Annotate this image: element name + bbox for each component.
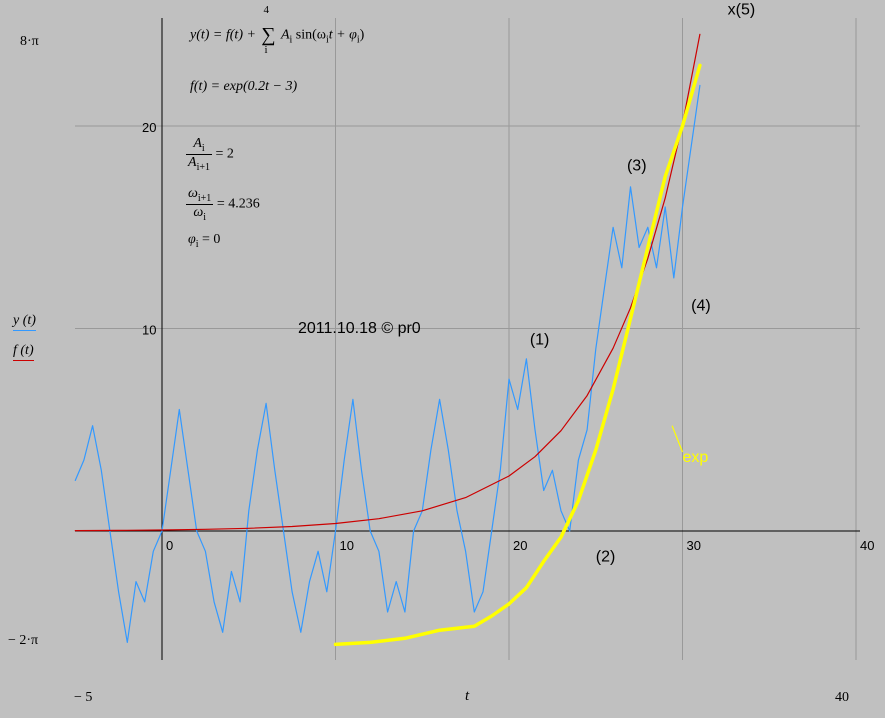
x-tick-label-3: 30 xyxy=(687,538,701,553)
y-tick-label-0: 10 xyxy=(142,323,156,338)
tick-labels: 0 10 20 30 40 10 20 xyxy=(142,120,874,553)
x-tick-label-1: 10 xyxy=(340,538,354,553)
annotation-1: (2) xyxy=(596,548,616,565)
formula-phase: φi = 0 xyxy=(188,232,221,250)
y-min-label: − 2·π xyxy=(8,633,39,648)
annotation-2: (3) xyxy=(627,158,647,175)
y-tick-label-1: 20 xyxy=(142,120,156,135)
annotation-4: x(5) xyxy=(728,2,756,19)
formula-y: y(t) = f(t) + 4 ∑ i Ai sin(ωit + φi) xyxy=(190,4,365,56)
series-line-1 xyxy=(74,33,701,532)
annotation-3: (4) xyxy=(691,297,711,314)
annotations-layer: (1) (2) (3) (4) x(5) exp xyxy=(530,2,755,566)
x-max-label: 40 xyxy=(835,690,849,705)
y-max-label: 8·π xyxy=(20,34,39,49)
annotation-5: exp xyxy=(683,449,709,466)
formula-f: f(t) = exp(0.2t − 3) xyxy=(190,79,298,94)
legend-f: f (t) xyxy=(13,343,34,361)
series-line-2 xyxy=(333,63,702,647)
exp-pointer xyxy=(671,425,684,453)
formula-amplitude-ratio: Ai Ai+1 = 2 xyxy=(186,136,234,173)
watermark: 2011.10.18 © pr0 xyxy=(298,320,421,337)
axes xyxy=(75,18,860,660)
x-tick-label-0: 0 xyxy=(166,538,173,553)
legend-y: y (t) xyxy=(13,313,36,331)
x-tick-label-2: 20 xyxy=(513,538,527,553)
x-tick-label-4: 40 xyxy=(860,538,874,553)
formula-frequency-ratio: ωi+1 ωi = 4.236 xyxy=(186,186,260,223)
x-min-label: − 5 xyxy=(74,690,93,705)
annotation-0: (1) xyxy=(530,332,550,349)
x-axis-label: t xyxy=(465,688,470,704)
series-layer xyxy=(74,33,702,647)
series-line-0 xyxy=(74,84,701,644)
